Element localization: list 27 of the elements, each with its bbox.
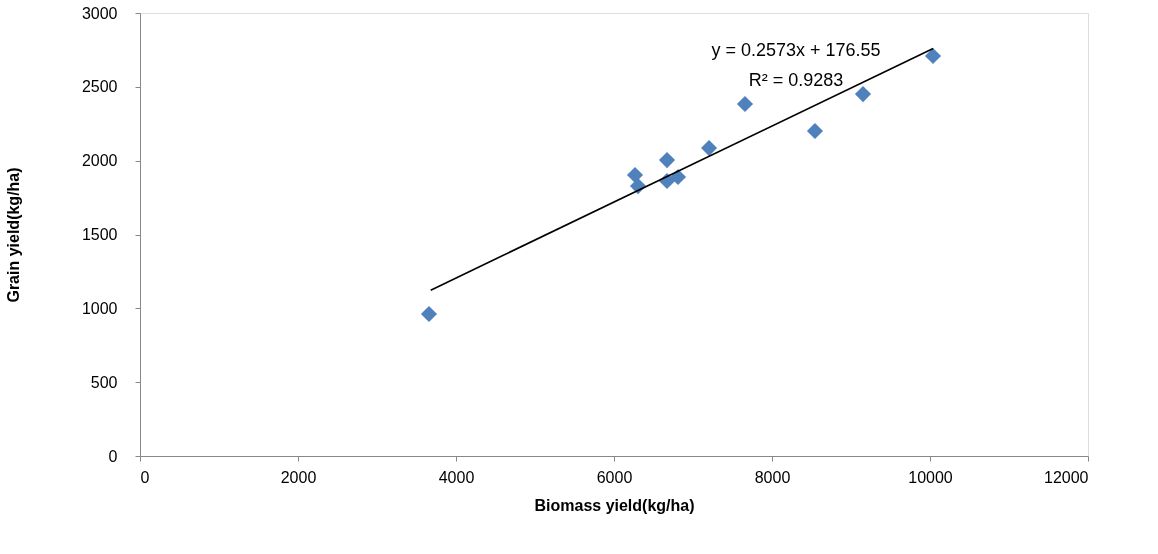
y-axis-title: Grain yield(kg/ha) [4, 167, 22, 303]
point [658, 152, 676, 169]
x-tick-label: 12000 [1044, 468, 1089, 486]
point [924, 47, 942, 65]
annotation: y = 0.2573x + 176.55 [711, 40, 881, 60]
x-tick-label: 0 [140, 468, 150, 486]
x-tick-label: 2000 [280, 468, 317, 486]
point [806, 122, 824, 140]
x-tick-label: 10000 [908, 468, 953, 486]
point [854, 86, 872, 103]
x-tick-label: 8000 [754, 468, 791, 486]
annotation: R² = 0.9283 [748, 70, 844, 90]
y-tick-label: 2000 [81, 152, 118, 170]
y-tick-label: 500 [90, 373, 118, 391]
y-tick-label: 1500 [81, 226, 118, 243]
y-tick-label: 0 [108, 447, 118, 465]
y-tick-label: 1000 [81, 299, 118, 317]
point [700, 139, 718, 157]
x-axis-title: Biomass yield(kg/ha) [534, 496, 695, 514]
point [420, 305, 438, 323]
y-tick-label: 3000 [81, 4, 118, 22]
x-tick-label: 6000 [596, 468, 633, 486]
point [626, 166, 644, 184]
point [736, 95, 754, 113]
x-tick-label: 4000 [438, 468, 475, 486]
y-tick-label: 2500 [81, 78, 118, 96]
point [669, 169, 687, 186]
